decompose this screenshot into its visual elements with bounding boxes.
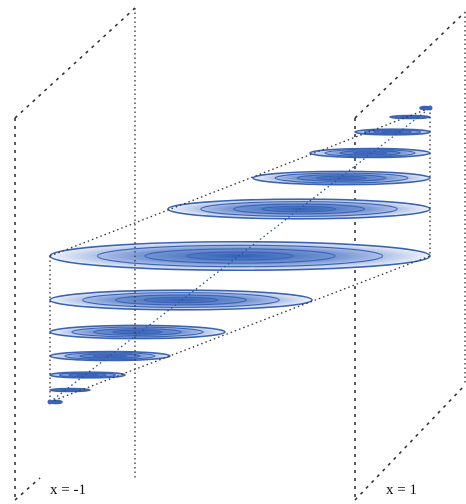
left-plane-label: x = -1: [50, 482, 86, 498]
ellipses: [50, 107, 430, 404]
contour: [64, 390, 75, 391]
contour: [54, 402, 57, 403]
end-point: [428, 106, 433, 111]
contour: [50, 242, 430, 271]
diagram: x = -1 x = 1: [0, 0, 466, 504]
right-plane-label: x = 1: [386, 482, 417, 498]
contour: [424, 108, 427, 109]
contour: [404, 117, 415, 118]
end-point: [48, 400, 53, 405]
